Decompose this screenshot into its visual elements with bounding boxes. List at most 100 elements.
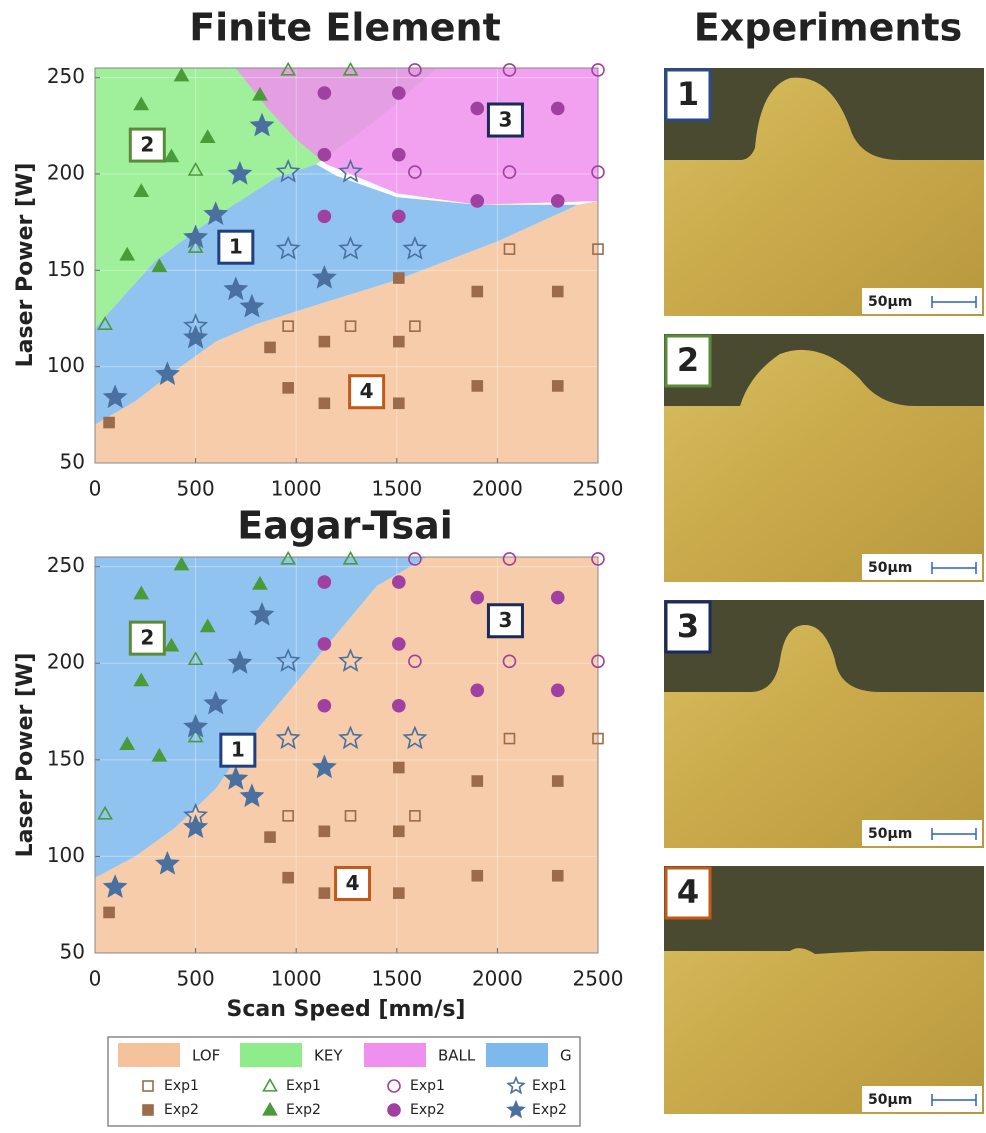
legend-label: Exp1 [164, 1078, 199, 1094]
chart-title: Eagar-Tsai [237, 504, 453, 548]
x-tick-label: 1500 [371, 477, 422, 501]
x-tick-label: 1000 [271, 477, 322, 501]
panel-label: 4 [677, 873, 699, 911]
legend-label: Exp2 [164, 1102, 199, 1118]
y-tick-label: 250 [47, 553, 85, 577]
marker-circle [318, 210, 330, 222]
marker-square [265, 342, 275, 352]
legend-label: Exp1 [410, 1078, 445, 1094]
x-tick-label: 2000 [472, 477, 523, 501]
marker-square [104, 418, 114, 428]
legend-label: BALL [438, 1047, 476, 1065]
marker-square [283, 383, 293, 393]
legend-label: Exp1 [286, 1078, 321, 1094]
marker-square [319, 337, 329, 347]
annotation: 3 [498, 608, 512, 632]
marker-square [472, 776, 482, 786]
scale-bar-label: 50µm [868, 560, 912, 576]
marker-circle [393, 576, 405, 588]
y-tick-label: 100 [47, 843, 85, 867]
legend-swatch [486, 1043, 548, 1067]
marker-circle [393, 210, 405, 222]
marker-circle [318, 700, 330, 712]
marker-square [394, 337, 404, 347]
x-tick-label: 0 [89, 477, 102, 501]
x-tick-label: 500 [177, 477, 215, 501]
marker-square [394, 763, 404, 773]
panel-label: 2 [677, 341, 699, 379]
marker-circle [393, 149, 405, 161]
annotation: 4 [360, 379, 374, 403]
annotation: 4 [346, 871, 360, 895]
marker-square [553, 776, 563, 786]
marker-circle [318, 149, 330, 161]
scale-bar-label: 50µm [868, 826, 912, 842]
marker-square [394, 888, 404, 898]
x-tick-label: 2500 [573, 477, 624, 501]
marker-square [265, 832, 275, 842]
marker-square [319, 826, 329, 836]
figure: Finite Element Eagar-Tsai Experiments La… [0, 0, 986, 1129]
x-tick-label: 2000 [472, 967, 523, 991]
legend-label: Exp1 [532, 1078, 567, 1094]
marker-square [472, 871, 482, 881]
panel-title: Experiments [694, 6, 962, 50]
marker-square [319, 888, 329, 898]
legend-label: KEY [314, 1047, 343, 1065]
marker-circle [318, 87, 330, 99]
legend-label: Exp2 [532, 1102, 567, 1118]
panel-label: 3 [677, 607, 699, 645]
marker-square [472, 381, 482, 391]
marker-square [553, 287, 563, 297]
marker-circle [393, 87, 405, 99]
annotation: 2 [140, 133, 154, 157]
marker-square [104, 907, 114, 917]
legend-swatch [364, 1043, 426, 1067]
legend-swatch [240, 1043, 302, 1067]
x-tick-label: 1500 [371, 967, 422, 991]
chart-title: Finite Element [189, 6, 501, 50]
marker-circle [471, 684, 483, 696]
marker-square [394, 398, 404, 408]
y-axis-label: Laser Power [W] [13, 653, 38, 858]
x-tick-label: 500 [177, 967, 215, 991]
annotation: 3 [498, 108, 512, 132]
marker-circle [552, 684, 564, 696]
marker-square [143, 1105, 153, 1115]
x-tick-label: 2500 [573, 967, 624, 991]
marker-circle [471, 592, 483, 604]
annotation: 2 [140, 626, 154, 650]
legend-label: LOF [192, 1047, 220, 1065]
annotation: 1 [231, 738, 245, 762]
marker-circle [318, 576, 330, 588]
marker-square [283, 873, 293, 883]
scale-bar-label: 50µm [868, 294, 912, 310]
y-tick-label: 100 [47, 353, 85, 377]
legend-label: Exp2 [286, 1102, 321, 1118]
legend-label: G [560, 1047, 572, 1065]
y-tick-label: 50 [60, 940, 85, 964]
marker-circle [471, 102, 483, 114]
marker-circle [471, 195, 483, 207]
y-tick-label: 150 [47, 257, 85, 281]
y-tick-label: 200 [47, 650, 85, 674]
legend-swatch [118, 1043, 180, 1067]
marker-circle [552, 592, 564, 604]
marker-circle [393, 638, 405, 650]
marker-circle [393, 700, 405, 712]
marker-circle [552, 102, 564, 114]
x-axis-label: Scan Speed [mm/s] [227, 997, 466, 1022]
marker-square [472, 287, 482, 297]
annotation: 1 [229, 235, 243, 259]
marker-square [553, 871, 563, 881]
y-axis-label: Laser Power [W] [13, 163, 38, 368]
x-tick-label: 0 [89, 967, 102, 991]
scale-bar-label: 50µm [868, 1092, 912, 1108]
y-tick-label: 200 [47, 160, 85, 184]
marker-square [319, 398, 329, 408]
marker-square [394, 273, 404, 283]
marker-circle [388, 1104, 400, 1116]
y-tick-label: 50 [60, 450, 85, 474]
legend-label: Exp2 [410, 1102, 445, 1118]
marker-circle [552, 195, 564, 207]
